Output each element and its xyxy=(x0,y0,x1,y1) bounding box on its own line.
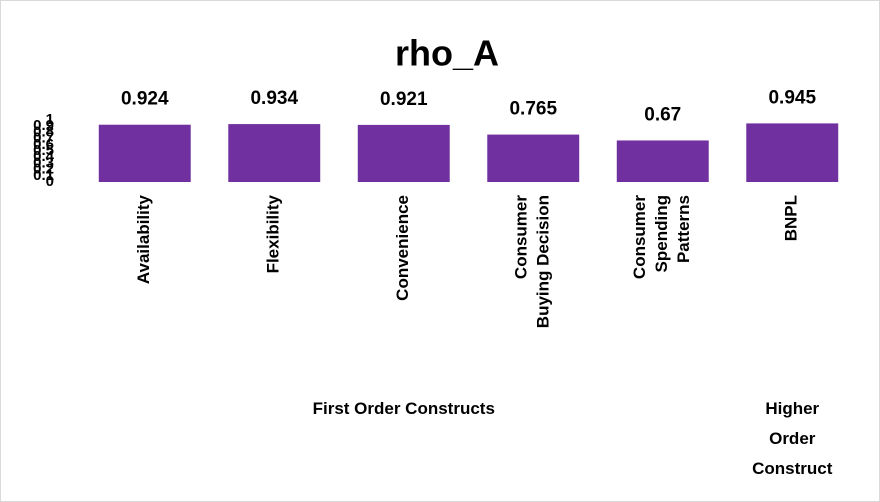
chart-title: rho_A xyxy=(395,33,499,74)
y-tick-label: 0.4 xyxy=(33,148,55,165)
x-tick-label: Convenience xyxy=(393,195,412,301)
bar xyxy=(746,123,839,182)
x-tick-label: BNPL xyxy=(782,195,801,241)
y-tick-label: 0.3 xyxy=(33,154,54,171)
bar xyxy=(616,140,709,182)
bar xyxy=(98,124,191,182)
group-label: Higher Order Construct xyxy=(752,399,833,478)
y-tick-label: 0.6 xyxy=(33,136,54,153)
bar xyxy=(228,124,321,182)
data-label: 0.934 xyxy=(250,88,298,109)
data-label: 0.67 xyxy=(644,104,681,125)
x-tick-label: Consumer Spending Patterns xyxy=(630,195,693,279)
y-tick-label: 0.1 xyxy=(33,167,54,184)
data-label: 0.945 xyxy=(768,87,816,108)
y-tick-label: 0.7 xyxy=(33,130,54,147)
y-tick-label: 0.9 xyxy=(33,117,54,134)
x-tick-label: Availability xyxy=(134,194,153,284)
data-label: 0.921 xyxy=(380,89,428,110)
bar xyxy=(357,124,450,182)
y-tick-label: 1 xyxy=(46,111,54,128)
x-tick-label: Consumer Buying Decision xyxy=(512,195,553,329)
y-tick-label: 0.2 xyxy=(33,161,54,178)
y-tick-label: 0 xyxy=(46,173,54,190)
y-tick-label: 0.8 xyxy=(33,123,54,140)
x-tick-label: Flexibility xyxy=(264,194,283,273)
data-label: 0.924 xyxy=(121,89,169,110)
data-label: 0.765 xyxy=(509,99,557,120)
bar xyxy=(487,134,580,182)
y-tick-label: 0.5 xyxy=(33,142,54,159)
group-label: First Order Constructs xyxy=(313,399,495,418)
